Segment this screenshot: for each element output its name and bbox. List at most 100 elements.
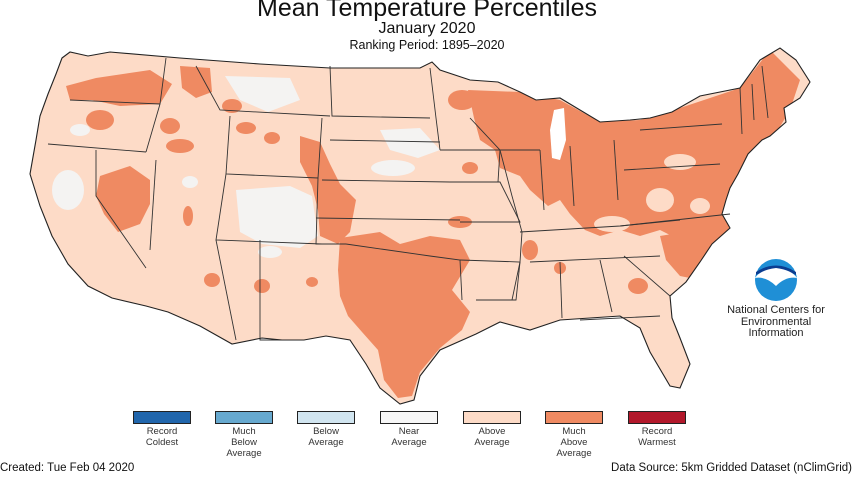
border-oh-pa	[613, 139, 619, 201]
border-al-ga	[599, 259, 613, 313]
near-average-southdakota	[380, 128, 440, 158]
much-above-oregon	[86, 110, 114, 130]
legend-label: Much Above Average	[556, 426, 592, 459]
legend-swatch	[133, 411, 191, 424]
data-source: Data Source: 5km Gridded Dataset (nClimG…	[611, 462, 852, 474]
border-pa-ny	[639, 123, 723, 131]
border-wy	[225, 115, 323, 179]
above-average-holes	[510, 154, 710, 232]
legend: Record Coldest Much Below Average Below …	[0, 411, 854, 461]
much-above-arkansas	[522, 240, 538, 260]
near-average-utah	[236, 186, 318, 248]
near-average-nebraska	[371, 160, 415, 176]
border-az-nm	[215, 239, 237, 341]
legend-above-average: Above Average	[452, 411, 532, 448]
border-sd-ne	[329, 139, 441, 143]
noaa-logo: NOAA National Centers for Environmental …	[706, 258, 846, 340]
border-mo	[450, 181, 521, 223]
lake-michigan	[550, 108, 566, 160]
border-ne-ks	[321, 179, 451, 183]
noaa-mark: NOAA	[767, 271, 785, 277]
legend-swatch	[215, 411, 273, 424]
border-nv-ca	[95, 150, 147, 269]
much-above-average-regions	[66, 50, 800, 398]
legend-label: Record Warmest	[638, 426, 676, 448]
much-above-georgia	[628, 278, 648, 294]
much-above-iowa	[462, 162, 478, 174]
noaa-org-name: National Centers for Environmental Infor…	[727, 304, 825, 339]
legend-label: Above Average	[474, 426, 510, 448]
border-co	[315, 177, 346, 245]
border-id-west	[145, 57, 167, 153]
border-nv-ut	[149, 159, 157, 251]
border-ny-ne	[739, 87, 743, 135]
border-ar-la	[459, 259, 521, 301]
legend-near-average: Near Average	[369, 411, 449, 448]
border-wa-or	[69, 99, 161, 105]
much-above-idaho-1	[160, 118, 180, 134]
legend-label: Below Average	[308, 426, 344, 448]
created-date: Created: Tue Feb 04 2020	[0, 462, 135, 474]
much-above-colorado	[300, 136, 356, 244]
border-mt-south	[195, 65, 331, 117]
border-ga-fl	[579, 315, 661, 321]
much-above-newmexico	[254, 279, 270, 293]
much-above-idaho-2	[166, 139, 194, 153]
near-average-regions	[52, 76, 440, 258]
us-temperature-map	[29, 47, 811, 405]
legend-swatch	[297, 411, 355, 424]
border-pa-south	[623, 163, 721, 171]
border-ga-sc	[623, 255, 671, 297]
border-nd-sd	[329, 65, 431, 119]
much-above-montana	[180, 66, 212, 98]
legend-much-below-average: Much Below Average	[204, 411, 284, 459]
much-above-newmexico-2	[306, 277, 318, 287]
near-average-colorado	[238, 204, 258, 216]
map-title: Mean Temperature Percentiles	[257, 0, 597, 22]
ranking-period: Ranking Period: 1895–2020	[349, 38, 505, 52]
much-above-texas	[338, 232, 470, 398]
border-ok-tx	[345, 243, 463, 301]
near-average-newmexico	[258, 246, 282, 258]
legend-much-above-average: Much Above Average	[534, 411, 614, 459]
legend-record-warmest: Record Warmest	[617, 411, 697, 448]
legend-swatch	[380, 411, 438, 424]
border-me	[761, 65, 769, 119]
much-above-utah	[183, 206, 193, 226]
legend-below-average: Below Average	[286, 411, 366, 448]
border-ms-al	[559, 261, 563, 319]
state-borders	[47, 57, 769, 341]
much-above-northeast	[468, 50, 800, 240]
much-above-washington	[66, 70, 172, 106]
border-or-ca	[47, 143, 147, 153]
near-average-nevada	[182, 176, 198, 188]
legend-swatch	[628, 411, 686, 424]
legend-swatch	[463, 411, 521, 424]
near-average-oregon	[70, 124, 90, 136]
much-above-montana-2	[222, 99, 242, 113]
much-above-minnesota	[448, 90, 476, 110]
near-average-montana	[225, 76, 300, 112]
legend-record-coldest: Record Coldest	[122, 411, 202, 448]
border-tn-south	[529, 255, 661, 263]
legend-label: Near Average	[391, 426, 427, 448]
above-average-kentucky	[594, 216, 630, 232]
noaa-emblem-icon: NOAA	[755, 259, 797, 301]
much-above-wyoming-2	[264, 132, 280, 144]
border-mn-west	[429, 67, 441, 151]
border-ks-ok	[315, 217, 461, 221]
border-wi-il	[469, 117, 540, 151]
map-subtitle: January 2020	[378, 20, 476, 37]
legend-swatch	[545, 411, 603, 424]
border-nm-tx	[259, 240, 282, 341]
above-average-illinois	[510, 184, 530, 208]
border-vt-nh	[751, 83, 755, 121]
above-average-westvirginia	[646, 188, 674, 212]
above-average-virginia	[690, 198, 710, 214]
border-il-in	[539, 149, 545, 211]
much-above-wyoming-1	[236, 122, 256, 134]
border-in-oh	[569, 145, 575, 207]
anomaly-regions	[52, 50, 800, 398]
near-average-california	[52, 170, 84, 210]
much-above-arizona	[204, 273, 220, 287]
